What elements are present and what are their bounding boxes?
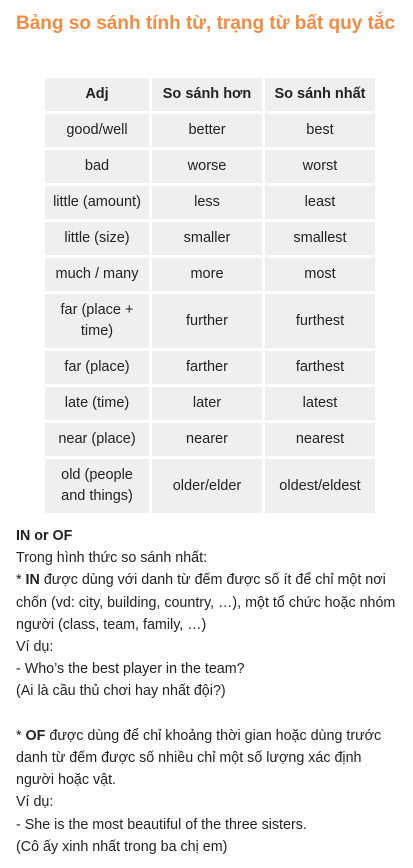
column-header-superlative: So sánh nhất [265, 78, 375, 111]
cell-superlative: oldest/eldest [265, 459, 375, 513]
table-row: bad worse worst [45, 150, 375, 183]
cell-adj: near (place) [45, 423, 149, 456]
bullet-marker: * [16, 727, 26, 744]
cell-adj: late (time) [45, 387, 149, 420]
example-vietnamese: (Ai là cầu thủ chơi hay nhất đội?) [16, 683, 226, 700]
cell-superlative: worst [265, 150, 375, 183]
table-row: near (place) nearer nearest [45, 423, 375, 456]
table-row: little (size) smaller smallest [45, 222, 375, 255]
blank-line [16, 703, 401, 725]
in-rule: * IN được dùng với danh từ đếm được số í… [16, 569, 401, 636]
table-row: late (time) later latest [45, 387, 375, 420]
cell-adj: little (size) [45, 222, 149, 255]
page-title: Bảng so sánh tính từ, trạng từ bất quy t… [16, 13, 396, 34]
table-row: old (people and things) older/elder olde… [45, 459, 375, 513]
in-or-of-section: IN or OF Trong hình thức so sánh nhất: *… [16, 525, 401, 858]
cell-comparative: older/elder [152, 459, 262, 513]
table-header-row: Adj So sánh hơn So sánh nhất [45, 78, 375, 111]
table-row: little (amount) less least [45, 186, 375, 219]
of-rule-text: được dùng để chỉ khoảng thời gian hoặc d… [16, 727, 382, 789]
cell-adj: much / many [45, 258, 149, 291]
section-intro: Trong hình thức so sánh nhất: [16, 550, 208, 567]
cell-comparative: further [152, 294, 262, 348]
cell-superlative: best [265, 114, 375, 147]
of-rule: * OF được dùng để chỉ khoảng thời gian h… [16, 725, 401, 792]
cell-comparative: later [152, 387, 262, 420]
cell-superlative: furthest [265, 294, 375, 348]
cell-superlative: smallest [265, 222, 375, 255]
cell-adj: far (place + time) [45, 294, 149, 348]
cell-comparative: smaller [152, 222, 262, 255]
cell-comparative: better [152, 114, 262, 147]
cell-superlative: farthest [265, 351, 375, 384]
column-header-adj: Adj [45, 78, 149, 111]
cell-superlative: latest [265, 387, 375, 420]
cell-superlative: nearest [265, 423, 375, 456]
in-keyword: IN [25, 572, 40, 589]
section-heading: IN or OF [16, 528, 73, 544]
example-vietnamese: (Cô ấy xinh nhất trong ba chị em) [16, 838, 228, 855]
table-row: far (place) farther farthest [45, 351, 375, 384]
example-english: - Who’s the best player in the team? [16, 661, 245, 678]
table-row: good/well better best [45, 114, 375, 147]
cell-adj: good/well [45, 114, 149, 147]
example-english: - She is the most beautiful of the three… [16, 816, 307, 833]
example-label: Ví dụ: [16, 794, 54, 811]
cell-adj: far (place) [45, 351, 149, 384]
cell-adj: little (amount) [45, 186, 149, 219]
cell-adj: old (people and things) [45, 459, 149, 513]
cell-comparative: worse [152, 150, 262, 183]
cell-adj: bad [45, 150, 149, 183]
cell-comparative: nearer [152, 423, 262, 456]
of-keyword: OF [25, 727, 46, 744]
cell-superlative: most [265, 258, 375, 291]
bullet-marker: * [16, 572, 26, 589]
table-row: much / many more most [45, 258, 375, 291]
irregular-comparison-table: Adj So sánh hơn So sánh nhất good/well b… [42, 75, 378, 516]
table-row: far (place + time) further furthest [45, 294, 375, 348]
in-rule-text: được dùng với danh từ đếm được số ít để … [16, 572, 396, 633]
cell-comparative: farther [152, 351, 262, 384]
column-header-comparative: So sánh hơn [152, 78, 262, 111]
cell-comparative: more [152, 258, 262, 291]
example-label: Ví dụ: [16, 639, 54, 656]
cell-comparative: less [152, 186, 262, 219]
cell-superlative: least [265, 186, 375, 219]
